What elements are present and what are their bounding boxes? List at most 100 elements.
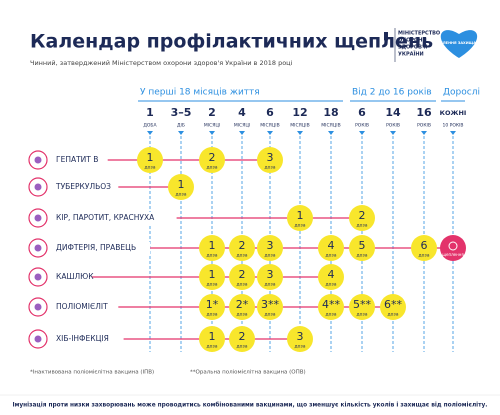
dose-word: доза <box>206 283 217 288</box>
column-number: 16 <box>416 106 432 119</box>
column-unit: РОКІВ <box>386 123 400 129</box>
dose-word: доза <box>206 345 217 350</box>
badge-text: ЩЕПЛЕННЯ ЗАХИЩАЮТЬ <box>433 41 486 45</box>
ministry-text: ОХОРОНИ <box>398 38 427 44</box>
booster-ring <box>448 241 458 251</box>
dose-number: 2 <box>239 239 246 252</box>
dose-word: доза <box>236 283 247 288</box>
dose-number: 3 <box>267 268 274 281</box>
dose-number: 2 <box>359 209 366 222</box>
column-unit: МІСЯЦІВ <box>321 123 340 129</box>
column-number: 2 <box>208 106 216 119</box>
column-number: 6 <box>358 106 366 119</box>
ministry-text: ЗДОРОВ'Я <box>398 45 428 51</box>
dose-word: доза <box>356 224 367 229</box>
row-label: ГЕПАТИТ В <box>56 155 98 164</box>
dose-number: 4 <box>328 268 335 281</box>
ministry-logo <box>384 28 396 62</box>
dose-word: доза <box>387 313 398 318</box>
dose-circle <box>318 264 344 290</box>
dose-word: доза <box>236 254 247 259</box>
dose-number: 5 <box>359 239 366 252</box>
column-pointer <box>421 131 427 135</box>
dose-word: доза <box>356 313 367 318</box>
dose-circle <box>349 294 375 320</box>
dose-word: доза <box>236 345 247 350</box>
dose-circle <box>411 235 437 261</box>
subtitle: Чинний, затверджений Міністерством охоро… <box>30 59 293 67</box>
dose-word: доза <box>325 313 336 318</box>
group-label: У перші 18 місяців життя <box>140 88 260 98</box>
dose-word: доза <box>264 254 275 259</box>
column-pointer <box>390 131 396 135</box>
dose-number: 4** <box>322 298 340 311</box>
dose-word: доза <box>175 193 186 198</box>
dose-number: 3 <box>267 151 274 164</box>
dose-number: 1 <box>147 151 154 164</box>
dose-circle <box>380 294 406 320</box>
dose-circle <box>137 147 163 173</box>
dose-number: 6** <box>384 298 402 311</box>
dose-circle <box>199 326 225 352</box>
dose-number: 1 <box>178 178 185 191</box>
column-unit: РОКІВ <box>355 123 369 129</box>
row-icon-core <box>34 303 42 311</box>
dose-circle <box>199 264 225 290</box>
column-number: 4 <box>238 106 246 119</box>
dose-circle <box>318 235 344 261</box>
badge <box>440 30 478 58</box>
column-unit: МІСЯЦІВ <box>260 123 279 129</box>
row-label-bg <box>54 301 119 313</box>
dose-word: доза <box>264 283 275 288</box>
column-unit: МІСЯЦІ <box>234 123 250 129</box>
row-label-bg <box>54 271 92 283</box>
booster-label: щеплення <box>442 252 464 257</box>
row-label-bg <box>54 212 177 224</box>
dose-circle <box>199 235 225 261</box>
dose-circle <box>199 294 225 320</box>
column-pointer <box>147 131 153 135</box>
dose-word: доза <box>206 313 217 318</box>
dose-word: доза <box>325 254 336 259</box>
dose-number: 1 <box>209 330 216 343</box>
row-icon-core <box>34 273 42 281</box>
dose-number: 4 <box>328 239 335 252</box>
dose-word: доза <box>294 345 305 350</box>
column-number: 1 <box>146 106 154 119</box>
dose-circle <box>349 235 375 261</box>
dose-circle <box>318 294 344 320</box>
dose-word: доза <box>356 254 367 259</box>
trident <box>384 32 388 43</box>
column-number: 12 <box>292 106 307 119</box>
title: Календар профілактичних щеплень <box>30 31 433 53</box>
column-unit: МІСЯЦІ <box>204 123 220 129</box>
dose-number: 2 <box>239 268 246 281</box>
column-number: 14 <box>385 106 401 119</box>
column-number: 3–5 <box>171 106 192 119</box>
column-pointer <box>239 131 245 135</box>
dose-number: 2 <box>209 151 216 164</box>
heart <box>440 30 478 58</box>
dose-number: 1 <box>297 209 304 222</box>
column-pointer <box>178 131 184 135</box>
column-pointer <box>297 131 303 135</box>
row-label: ДИФТЕРІЯ, ПРАВЕЦЬ <box>56 243 136 252</box>
dose-number: 5** <box>353 298 371 311</box>
dose-word: доза <box>325 283 336 288</box>
dose-word: доза <box>236 313 247 318</box>
dose-circle <box>349 205 375 231</box>
footnote: *Інактивована поліомієлітна вакцина (ІПВ… <box>30 370 154 376</box>
dose-circle <box>287 205 313 231</box>
dose-number: 3 <box>267 239 274 252</box>
dose-number: 3** <box>261 298 279 311</box>
dose-number: 3 <box>297 330 304 343</box>
dose-number: 6 <box>421 239 428 252</box>
dose-number: 2 <box>239 330 246 343</box>
row-label: ПОЛІОМІЄЛІТ <box>56 302 108 311</box>
column-unit: ДІБ <box>177 123 185 129</box>
row-icon-core <box>34 335 42 343</box>
row-icon-core <box>34 244 42 252</box>
dose-number: 1* <box>206 298 219 311</box>
footnote: **Оральна поліомієлітна вакцина (ОПВ) <box>190 370 306 376</box>
row-label-bg <box>54 181 119 193</box>
